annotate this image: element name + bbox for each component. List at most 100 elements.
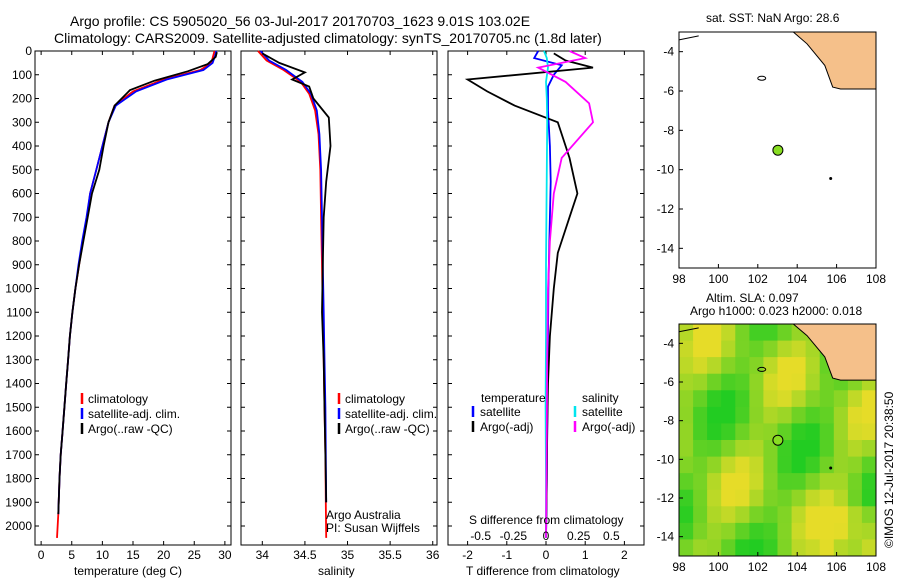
sst-map-ticks: 98 100 102 104 106 108 -4 -6 -8 -10 -12 -14 [657, 45, 887, 286]
depth-tick-label: 200 [12, 92, 32, 106]
depth-axis-ticks: 0 100 200 300 400 500 600 700 800 900 1000 1100 1200… [5, 44, 231, 533]
sla-cell [721, 373, 736, 391]
sla-cell [847, 506, 863, 524]
temperature-x-ticks: 0 5 10 15 20 25 30 [38, 51, 232, 562]
sla-cell [777, 506, 793, 524]
x-tick-label: 5 [68, 548, 75, 562]
sla-cell [861, 473, 877, 491]
sla-map-argo-marker [772, 434, 784, 446]
sla-cell [861, 406, 877, 424]
series-line-salinity-argo-adj- [535, 50, 594, 538]
sla-cell [721, 340, 736, 358]
x-tick-label: -1 [501, 548, 512, 562]
x-tick-label: 0 [543, 548, 550, 562]
sst-map-argo-marker [772, 144, 784, 156]
difference-depth-ticks [448, 50, 644, 527]
map-lon-label: 98 [672, 560, 686, 574]
sla-cell [791, 390, 807, 408]
sla-cell [833, 406, 849, 424]
sla-cell [679, 340, 694, 358]
sla-cell [805, 506, 821, 524]
island [757, 366, 767, 372]
sla-cell [749, 406, 764, 424]
legend-label: Argo(..raw -QC) [345, 422, 430, 436]
sla-cell [721, 324, 736, 342]
depth-tick-label: 1000 [5, 282, 32, 296]
sla-cell [707, 506, 722, 524]
sla-cell [735, 440, 750, 458]
sla-cell [749, 506, 764, 524]
sla-cell [819, 423, 835, 441]
depth-tick-label: 500 [12, 163, 32, 177]
sla-cell [805, 373, 821, 391]
sla-cell [847, 390, 863, 408]
sla-cell [791, 522, 807, 540]
sla-cell [791, 357, 807, 375]
sla-cell [819, 373, 835, 391]
sla-cell [735, 357, 750, 375]
x-tick-label: 34 [256, 548, 270, 562]
depth-tick-label: 1600 [5, 424, 32, 438]
depth-tick-label: 1800 [5, 472, 32, 486]
legend-label: satellite [582, 405, 623, 419]
sla-cell [763, 506, 778, 524]
sla-cell [861, 440, 877, 458]
sla-cell [735, 390, 750, 408]
s-difference-ticks: -0.5 -0.25 0 0.25 0.5 [470, 529, 620, 543]
imos-footer: ©IMOS 12-Jul-2017 20:38:50 [882, 391, 896, 548]
legend-label: satellite-adj. clim. [345, 407, 437, 421]
depth-tick-label: 800 [12, 234, 32, 248]
sla-cell [735, 373, 750, 391]
sla-cell [805, 440, 821, 458]
sla-cell [805, 473, 821, 491]
sla-cell [679, 390, 694, 408]
x-tick-label: 35.5 [378, 548, 402, 562]
sla-cell [735, 456, 750, 474]
legend-label: Argo(-adj) [582, 420, 635, 434]
sla-cell [777, 456, 793, 474]
sla-map-coast [678, 327, 699, 333]
sla-cell [679, 423, 694, 441]
depth-tick-label: 100 [12, 68, 32, 82]
sla-cell [819, 390, 835, 408]
sla-cell [791, 473, 807, 491]
depth-tick-label: 2000 [5, 519, 32, 533]
sla-cell [735, 473, 750, 491]
x-tick-label: -2 [462, 548, 473, 562]
t-difference-label: T difference from climatology [466, 564, 620, 578]
sla-cell [763, 539, 778, 557]
sla-map-title-1: Altim. SLA: 0.097 [706, 291, 799, 305]
sla-cell [791, 373, 807, 391]
sla-cell [777, 340, 793, 358]
sla-cell [777, 473, 793, 491]
map-lon-label: 106 [827, 272, 847, 286]
sla-cell [861, 522, 877, 540]
x-tick-label: 15 [126, 548, 140, 562]
sla-cell [777, 390, 793, 408]
sla-cell [805, 406, 821, 424]
sla-cell [707, 340, 722, 358]
sla-cell [707, 423, 722, 441]
sla-cell [721, 357, 736, 375]
sla-cell [693, 522, 708, 540]
sla-cell [707, 357, 722, 375]
sla-cell [763, 406, 778, 424]
sla-cell [735, 506, 750, 524]
sla-map-frame [678, 323, 877, 557]
depth-tick-label: 600 [12, 187, 32, 201]
sla-cell [749, 489, 764, 507]
sla-cell [749, 324, 764, 342]
sla-map-heatmap [679, 324, 877, 557]
sla-cell [819, 506, 835, 524]
sla-cell [777, 406, 793, 424]
sla-cell [707, 440, 722, 458]
x-tick-label: 30 [218, 548, 232, 562]
sla-cell [707, 406, 722, 424]
legend-label: Argo(-adj) [480, 420, 533, 434]
sla-cell [763, 522, 778, 540]
sla-cell [735, 340, 750, 358]
map-lon-label: 98 [672, 272, 686, 286]
x-tick-label: 20 [157, 548, 171, 562]
sla-cell [819, 539, 835, 557]
